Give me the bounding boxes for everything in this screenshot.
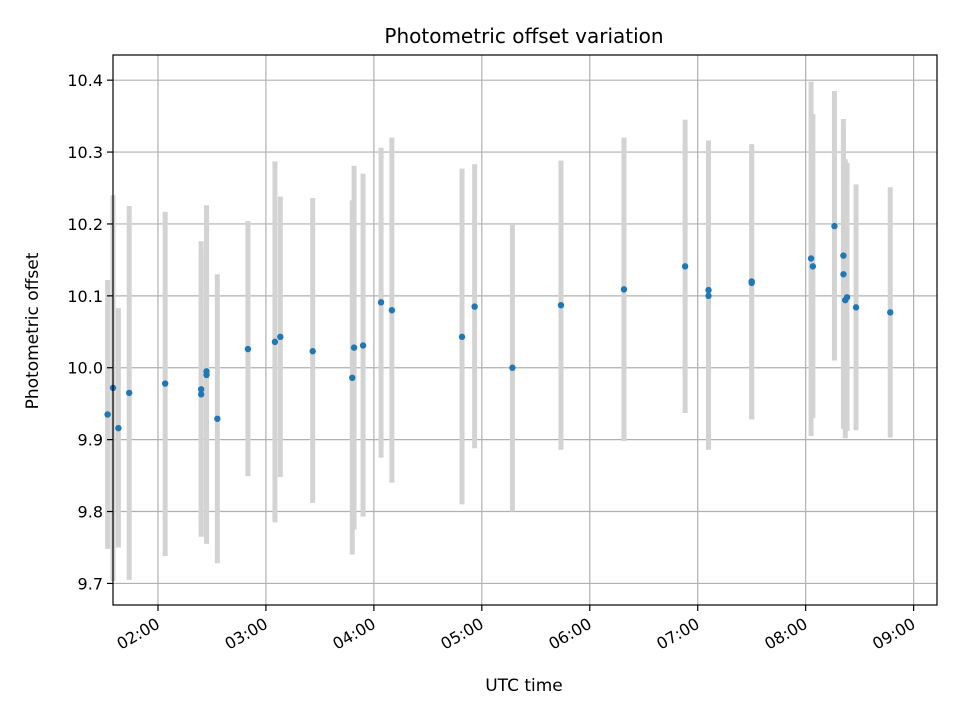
data-point [203, 371, 210, 379]
data-point [197, 386, 205, 393]
data-point [388, 307, 396, 314]
data-point [809, 263, 817, 270]
data-points [104, 222, 894, 432]
y-tick-label: 9.8 [78, 503, 103, 522]
x-tick-label: 08:00 [761, 614, 810, 654]
y-axis-ticks: 9.7 9.8 9.9 10.0 10.1 10.2 10.3 10.4 [67, 71, 113, 593]
y-tick-label: 10.1 [67, 287, 103, 306]
y-tick-label: 9.9 [78, 431, 103, 450]
data-point [349, 374, 356, 382]
data-point [705, 286, 712, 294]
data-point [214, 415, 221, 422]
plot-frame [112, 54, 938, 606]
data-point [840, 271, 847, 278]
data-point [509, 364, 516, 371]
y-tick-label: 10.3 [67, 143, 103, 162]
data-point [748, 279, 755, 287]
y-tick-label: 10.4 [67, 71, 103, 90]
data-point [350, 344, 358, 351]
data-point [125, 389, 133, 397]
data-point [557, 301, 565, 309]
data-point [840, 252, 847, 259]
error-bars [105, 81, 893, 582]
data-point [807, 255, 815, 262]
data-point [115, 424, 122, 432]
y-tick-label: 10.0 [67, 359, 103, 378]
x-tick-label: 02:00 [114, 614, 163, 654]
data-point [458, 333, 466, 341]
x-tick-label: 03:00 [221, 614, 270, 654]
y-axis-label: Photometric offset [23, 252, 43, 409]
x-tick-label: 09:00 [869, 614, 918, 654]
data-point [104, 411, 111, 418]
data-point [852, 304, 860, 311]
x-tick-label: 04:00 [329, 614, 378, 654]
data-point [620, 286, 628, 293]
data-point [887, 309, 894, 316]
y-tick-label: 10.2 [67, 215, 103, 234]
data-point [705, 292, 712, 300]
data-point [681, 263, 689, 270]
data-point [197, 391, 205, 398]
data-point [471, 303, 478, 310]
data-point [831, 222, 838, 230]
data-point [277, 333, 284, 341]
data-point [359, 342, 367, 349]
data-point [161, 380, 169, 387]
data-point [309, 348, 316, 355]
x-axis-label: UTC time [485, 676, 563, 696]
x-tick-label: 05:00 [437, 614, 486, 654]
x-axis-ticks: 02:00 03:00 04:00 05:00 06:00 07:00 08:00 09:00 [114, 605, 919, 654]
x-tick-label: 06:00 [545, 614, 594, 654]
chart-title: Photometric offset variation [384, 24, 663, 48]
x-tick-label: 07:00 [653, 614, 702, 654]
data-point [377, 299, 385, 306]
data-point [271, 338, 279, 346]
y-tick-label: 9.7 [78, 574, 103, 593]
data-point [244, 345, 252, 353]
data-point [843, 294, 851, 301]
